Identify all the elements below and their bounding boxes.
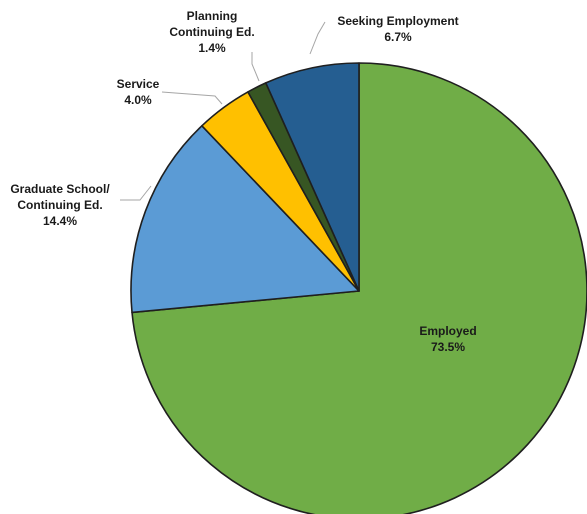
leader-line — [309, 21, 326, 55]
slice-category-label: Planning — [187, 9, 238, 23]
slice-label: Service 4.0% — [117, 77, 160, 107]
leader-line — [251, 52, 260, 82]
slice-label: Planning Continuing Ed. 1.4% — [169, 9, 254, 55]
slice-labels: Employed 73.5% Graduate School/Continuing … — [10, 9, 476, 354]
slice-category-label: Graduate School/ — [10, 182, 110, 196]
slice-category-label: Continuing Ed. — [169, 25, 254, 39]
leader-line — [120, 185, 152, 201]
slice-value-label: 4.0% — [124, 93, 152, 107]
slice-category-label: Employed — [419, 324, 476, 338]
slice-value-label: 73.5% — [431, 340, 465, 354]
slice-label: Seeking Employment 6.7% — [337, 14, 458, 44]
leader-line — [161, 91, 223, 105]
slice-label: Employed 73.5% — [419, 324, 476, 354]
pie-slice — [130, 124, 360, 314]
pie-slices — [130, 62, 587, 514]
slice-category-label: Service — [117, 77, 160, 91]
slice-label: Graduate School/Continuing Ed. 14.4% — [10, 182, 110, 228]
slice-category-label: Continuing Ed. — [17, 198, 102, 212]
slice-value-label: 14.4% — [43, 214, 77, 228]
slice-value-label: 1.4% — [198, 41, 226, 55]
slice-category-label: Seeking Employment — [337, 14, 458, 28]
leader-lines — [120, 21, 326, 201]
pie-slice — [265, 62, 360, 292]
slice-value-label: 6.7% — [384, 30, 412, 44]
